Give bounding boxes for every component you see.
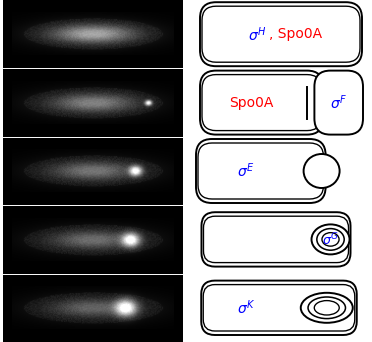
FancyBboxPatch shape [202, 212, 350, 267]
Text: $\sigma^K$: $\sigma^K$ [237, 299, 255, 317]
FancyBboxPatch shape [201, 280, 357, 335]
FancyBboxPatch shape [200, 70, 323, 135]
Text: Spo0A: Spo0A [230, 96, 274, 109]
Ellipse shape [311, 224, 350, 254]
Text: $\sigma^F$: $\sigma^F$ [330, 93, 347, 112]
Ellipse shape [304, 154, 340, 188]
FancyBboxPatch shape [314, 70, 363, 135]
Text: , Spo0A: , Spo0A [269, 27, 322, 41]
Text: $\sigma^G$: $\sigma^G$ [322, 232, 339, 249]
Bar [3, 0, 183, 342]
Ellipse shape [301, 293, 353, 323]
Text: $\sigma^E$: $\sigma^E$ [237, 162, 254, 180]
FancyBboxPatch shape [200, 2, 362, 66]
Text: $\sigma^H$: $\sigma^H$ [248, 25, 267, 43]
FancyBboxPatch shape [196, 139, 326, 203]
